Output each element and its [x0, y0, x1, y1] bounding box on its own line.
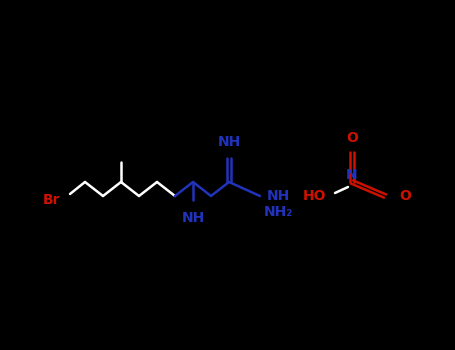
Text: N: N	[346, 168, 358, 182]
Text: Br: Br	[43, 193, 61, 207]
Text: NH: NH	[182, 211, 205, 225]
Text: NH₂: NH₂	[263, 205, 293, 219]
Text: NH: NH	[266, 189, 290, 203]
Text: NH: NH	[217, 135, 241, 149]
Text: O: O	[399, 189, 411, 203]
Text: HO: HO	[303, 189, 327, 203]
Text: O: O	[346, 131, 358, 145]
